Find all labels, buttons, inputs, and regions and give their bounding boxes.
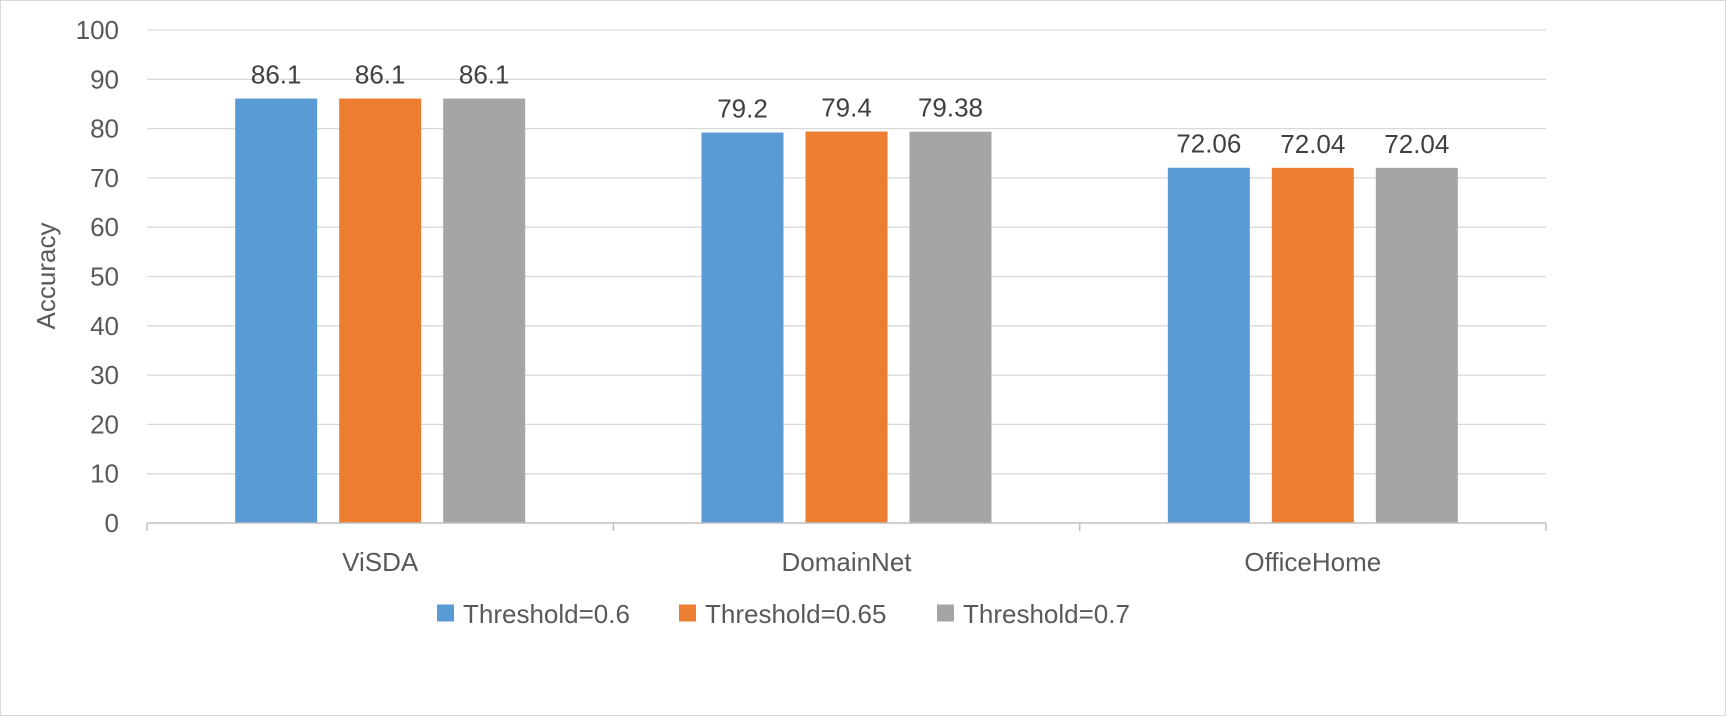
y-tick-label: 80: [90, 114, 119, 144]
y-tick-label: 70: [90, 163, 119, 193]
legend-label: Threshold=0.6: [463, 599, 630, 629]
bar[interactable]: [1375, 167, 1458, 523]
y-tick-label: 60: [90, 212, 119, 242]
y-tick-label: 10: [90, 459, 119, 489]
bar[interactable]: [805, 131, 888, 524]
x-axis: ViSDA DomainNet OfficeHome: [146, 522, 1547, 577]
legend-swatch: [679, 604, 696, 622]
data-label: 79.2: [717, 94, 768, 124]
data-label: 86.1: [251, 60, 302, 90]
data-label: 79.4: [821, 93, 872, 123]
x-tick-label: ViSDA: [342, 547, 419, 577]
data-label: 86.1: [459, 60, 510, 90]
data-label: 72.04: [1384, 129, 1449, 159]
bar[interactable]: [339, 98, 422, 523]
data-label: 72.04: [1280, 129, 1345, 159]
bar[interactable]: [1271, 167, 1354, 523]
legend-label: Threshold=0.7: [963, 599, 1130, 629]
bars: [235, 98, 1458, 524]
x-tick-label: DomainNet: [781, 547, 912, 577]
bar[interactable]: [443, 98, 526, 523]
data-label: 72.06: [1176, 129, 1241, 159]
legend[interactable]: Threshold=0.6 Threshold=0.65 Threshold=0.7: [437, 599, 1130, 629]
legend-swatch: [437, 604, 454, 622]
bar[interactable]: [701, 132, 784, 523]
y-tick-label: 0: [105, 508, 119, 538]
legend-item[interactable]: Threshold=0.65: [679, 599, 886, 629]
y-tick-label: 40: [90, 311, 119, 341]
y-axis-title: Accuracy: [31, 223, 61, 330]
bar[interactable]: [1167, 167, 1250, 523]
y-tick-label: 30: [90, 360, 119, 390]
y-tick-label: 20: [90, 409, 119, 439]
data-label: 79.38: [918, 93, 983, 123]
x-tick-label: OfficeHome: [1244, 547, 1381, 577]
y-tick-label: 90: [90, 64, 119, 94]
legend-item[interactable]: Threshold=0.7: [937, 599, 1130, 629]
y-axis-ticks: 0 10 20 30 40 50 60 70 80 90 100: [76, 15, 119, 538]
legend-swatch: [937, 604, 954, 622]
legend-label: Threshold=0.65: [705, 599, 886, 629]
legend-item[interactable]: Threshold=0.6: [437, 599, 630, 629]
bar[interactable]: [909, 131, 992, 523]
data-labels: 86.1 86.1 86.1 79.2 79.4 79.38 72.06 72.04 72.04: [251, 60, 1450, 159]
bar[interactable]: [235, 98, 318, 523]
y-tick-label: 100: [76, 15, 119, 45]
y-tick-label: 50: [90, 262, 119, 292]
data-label: 86.1: [355, 60, 406, 90]
